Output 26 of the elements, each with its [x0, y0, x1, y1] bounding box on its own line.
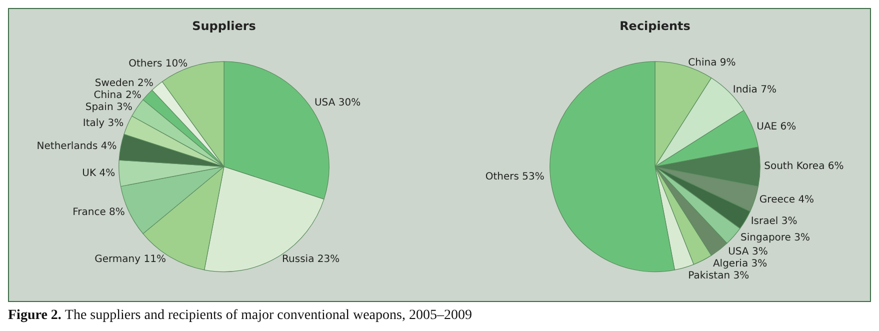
slice-label: South Korea 6% [764, 161, 844, 172]
slice-label: Israel 3% [750, 216, 798, 228]
slice-label: Spain 3% [85, 102, 132, 113]
slice-label: China 2% [94, 90, 142, 101]
slice-label: Russia 23% [282, 254, 340, 266]
slice-label: Netherlands 4% [36, 140, 117, 152]
caption: Figure 2. [8, 308, 62, 323]
slice-label: Germany 11% [94, 254, 166, 266]
slice-label: India 7% [732, 84, 776, 96]
slice-label: UK 4% [82, 168, 116, 179]
slice-label: USA 30% [314, 98, 361, 109]
chart-title: Suppliers [192, 19, 256, 33]
slice-label: Sweden 2% [94, 78, 154, 89]
slice-label: China 9% [688, 57, 736, 68]
text: The suppliers and recipients of major conventional weapons, 2005–2009 [64, 308, 472, 323]
slice-label: Pakistan 3% [688, 270, 750, 282]
slice-label: Others 53% [485, 171, 544, 182]
slice-label: UAE 6% [756, 121, 796, 132]
slice-label: Others 10% [128, 58, 188, 70]
slice-label: Singapore 3% [740, 232, 810, 244]
slice-label: Algeria 3% [712, 258, 768, 270]
slice-label: France 8% [72, 207, 125, 218]
slice-label: Greece 4% [759, 194, 814, 206]
slice-label: USA 3% [728, 246, 768, 258]
slice-label: Italy 3% [82, 118, 124, 130]
chart-title: Recipients [620, 19, 690, 33]
